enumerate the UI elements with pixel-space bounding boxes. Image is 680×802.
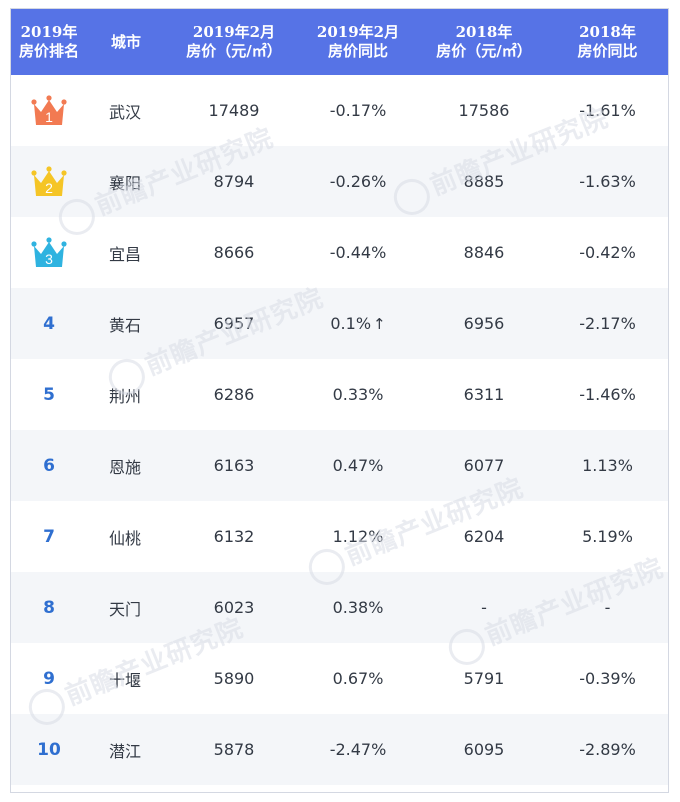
yoy-2018-cell: -1.61% xyxy=(579,101,636,120)
crown-rank-number: 2 xyxy=(45,180,53,196)
city-cell: 襄阳 xyxy=(109,173,142,193)
crown-icon: 3 xyxy=(31,236,67,267)
rank-number: 9 xyxy=(43,668,55,689)
rank-number: 6 xyxy=(43,455,55,476)
price-2019-feb-cell: 8666 xyxy=(213,243,255,262)
price-2019-feb-cell: 6132 xyxy=(213,527,255,546)
price-2019-feb-cell: 5890 xyxy=(213,669,255,688)
city-cell: 十堰 xyxy=(109,670,142,690)
header-row: 2019年 房价排名 城市 2019年2月 房价（元/㎡） 2019年2月 房价… xyxy=(11,9,668,75)
rank-cell: 5 xyxy=(11,359,87,430)
yoy-2019-feb-cell: 0.67% xyxy=(332,669,384,688)
table-row: 3 宜昌 8666 -0.44% 8846 -0.42% xyxy=(11,217,668,288)
price-2018-cell: 6311 xyxy=(463,385,505,404)
table-body: 1 武汉 17489 -0.17% 17586 -1.61% 2 襄阳 8794 -0.26% 88… xyxy=(11,75,668,785)
table-row: 5 荆州 6286 0.33% 6311 -1.46% xyxy=(11,359,668,430)
rank-number: 10 xyxy=(37,739,61,760)
yoy-2019-feb-cell: -0.17% xyxy=(329,101,387,120)
price-2018-cell: 6956 xyxy=(463,314,505,333)
table-row: 1 武汉 17489 -0.17% 17586 -1.61% xyxy=(11,75,668,146)
table-row: 9 十堰 5890 0.67% 5791 -0.39% xyxy=(11,643,668,714)
table-header: 2019年 房价排名 城市 2019年2月 房价（元/㎡） 2019年2月 房价… xyxy=(11,9,668,75)
price-2019-feb-cell: 6163 xyxy=(213,456,255,475)
price-2018-cell: 8885 xyxy=(463,172,505,191)
yoy-2019-feb-cell: -2.47% xyxy=(329,740,387,759)
price-2019-feb-cell: 6023 xyxy=(213,598,255,617)
yoy-2019-feb-cell: 0.38% xyxy=(332,598,384,617)
yoy-2018-cell: 1.13% xyxy=(582,456,633,475)
city-cell: 荆州 xyxy=(109,386,142,406)
rank-cell: 2 xyxy=(11,146,87,217)
city-cell: 武汉 xyxy=(109,102,142,122)
rank-number: 5 xyxy=(43,384,55,405)
rank-number: 4 xyxy=(43,313,55,334)
price-2018-cell: - xyxy=(481,598,487,617)
city-cell: 恩施 xyxy=(109,457,142,477)
yoy-2018-cell: - xyxy=(604,598,611,617)
header-yoy-2019-feb: 2019年2月 房价同比 xyxy=(316,23,400,60)
table-row: 4 黄石 6957 0.1% ↑ 6956 -2.17% xyxy=(11,288,668,359)
price-2019-feb-cell: 8794 xyxy=(213,172,255,191)
crown-rank-number: 3 xyxy=(45,251,53,267)
yoy-2019-feb-cell: 0.1% ↑ xyxy=(330,314,386,333)
rank-cell: 10 xyxy=(11,714,87,785)
yoy-2018-cell: -2.17% xyxy=(579,314,636,333)
crown-rank-number: 1 xyxy=(45,109,53,125)
yoy-2019-feb-cell: 0.47% xyxy=(332,456,384,475)
price-2018-cell: 17586 xyxy=(458,101,510,120)
rank-cell: 9 xyxy=(11,643,87,714)
rank-cell: 6 xyxy=(11,430,87,501)
price-2018-cell: 8846 xyxy=(463,243,505,262)
yoy-2019-feb-cell: -0.44% xyxy=(329,243,387,262)
yoy-2019-feb-cell: -0.26% xyxy=(329,172,387,191)
yoy-2018-cell: -0.42% xyxy=(579,243,636,262)
table-row: 7 仙桃 6132 1.12% 6204 5.19% xyxy=(11,501,668,572)
price-2018-cell: 6077 xyxy=(463,456,505,475)
city-cell: 天门 xyxy=(109,599,142,619)
header-price-2018: 2018年 房价（元/㎡） xyxy=(436,23,532,60)
up-arrow-icon: ↑ xyxy=(373,315,386,333)
price-2019-feb-cell: 6957 xyxy=(213,314,255,333)
crown-icon: 1 xyxy=(31,94,67,125)
city-cell: 仙桃 xyxy=(109,528,142,548)
yoy-2019-feb-cell: 0.33% xyxy=(332,385,384,404)
city-cell: 宜昌 xyxy=(109,244,142,264)
rank-number: 8 xyxy=(43,597,55,618)
rank-number: 7 xyxy=(43,526,55,547)
yoy-2018-cell: -1.46% xyxy=(579,385,636,404)
ranking-table-frame: 2019年 房价排名 城市 2019年2月 房价（元/㎡） 2019年2月 房价… xyxy=(10,8,669,793)
price-2018-cell: 6204 xyxy=(463,527,505,546)
header-yoy-2018: 2018年 房价同比 xyxy=(577,23,638,60)
table-row: 10 潜江 5878 -2.47% 6095 -2.89% xyxy=(11,714,668,785)
yoy-2018-cell: 5.19% xyxy=(582,527,633,546)
header-rank: 2019年 房价排名 xyxy=(18,23,79,60)
price-2018-cell: 5791 xyxy=(463,669,505,688)
table-row: 6 恩施 6163 0.47% 6077 1.13% xyxy=(11,430,668,501)
price-2018-cell: 6095 xyxy=(463,740,505,759)
header-price-2019-feb: 2019年2月 房价（元/㎡） xyxy=(186,23,282,60)
rank-cell: 1 xyxy=(11,75,87,146)
city-cell: 潜江 xyxy=(109,741,142,761)
header-city: 城市 xyxy=(111,32,142,51)
yoy-2018-cell: -2.89% xyxy=(579,740,636,759)
rank-cell: 7 xyxy=(11,501,87,572)
yoy-2018-cell: -0.39% xyxy=(579,669,636,688)
price-2019-feb-cell: 6286 xyxy=(213,385,255,404)
table-row: 2 襄阳 8794 -0.26% 8885 -1.63% xyxy=(11,146,668,217)
rank-cell: 3 xyxy=(11,217,87,288)
rank-cell: 8 xyxy=(11,572,87,643)
price-2019-feb-cell: 5878 xyxy=(213,740,255,759)
house-price-ranking-table: 2019年 房价排名 城市 2019年2月 房价（元/㎡） 2019年2月 房价… xyxy=(11,9,668,785)
crown-icon: 2 xyxy=(31,165,67,196)
yoy-2018-cell: -1.63% xyxy=(579,172,636,191)
yoy-2019-feb-cell: 1.12% xyxy=(332,527,384,546)
rank-cell: 4 xyxy=(11,288,87,359)
price-2019-feb-cell: 17489 xyxy=(208,101,260,120)
table-row: 8 天门 6023 0.38% - - xyxy=(11,572,668,643)
city-cell: 黄石 xyxy=(109,315,142,335)
